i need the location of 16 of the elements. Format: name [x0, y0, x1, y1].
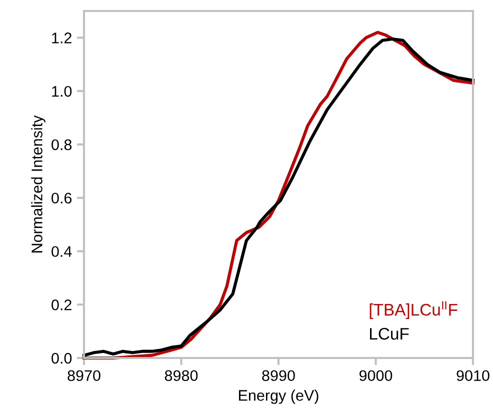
x-tick-label: 8970 — [68, 370, 100, 382]
y-tick-label: 0.2 — [52, 299, 72, 310]
y-tick-label: 0.8 — [52, 139, 72, 150]
y-tick-label: 1.2 — [52, 32, 72, 44]
y-axis-title: Normalized Intensity — [31, 115, 46, 252]
x-tick-label: 8980 — [164, 370, 198, 382]
y-tick-label: 0.4 — [52, 246, 72, 257]
text: [TBA]LCu$^{II}$F — [370, 301, 458, 319]
x-tick-label: 9010 — [456, 370, 490, 382]
y-tick-label: 0.6 — [52, 192, 72, 204]
text: LCuF — [370, 328, 409, 340]
x-axis-title: Energy (eV) — [239, 390, 318, 404]
x-tick-label: 9000 — [359, 370, 392, 382]
y-tick-label: 0.0 — [52, 352, 72, 364]
x-tick-label: 8990 — [262, 370, 295, 382]
y-tick-label: 1.0 — [52, 86, 72, 97]
